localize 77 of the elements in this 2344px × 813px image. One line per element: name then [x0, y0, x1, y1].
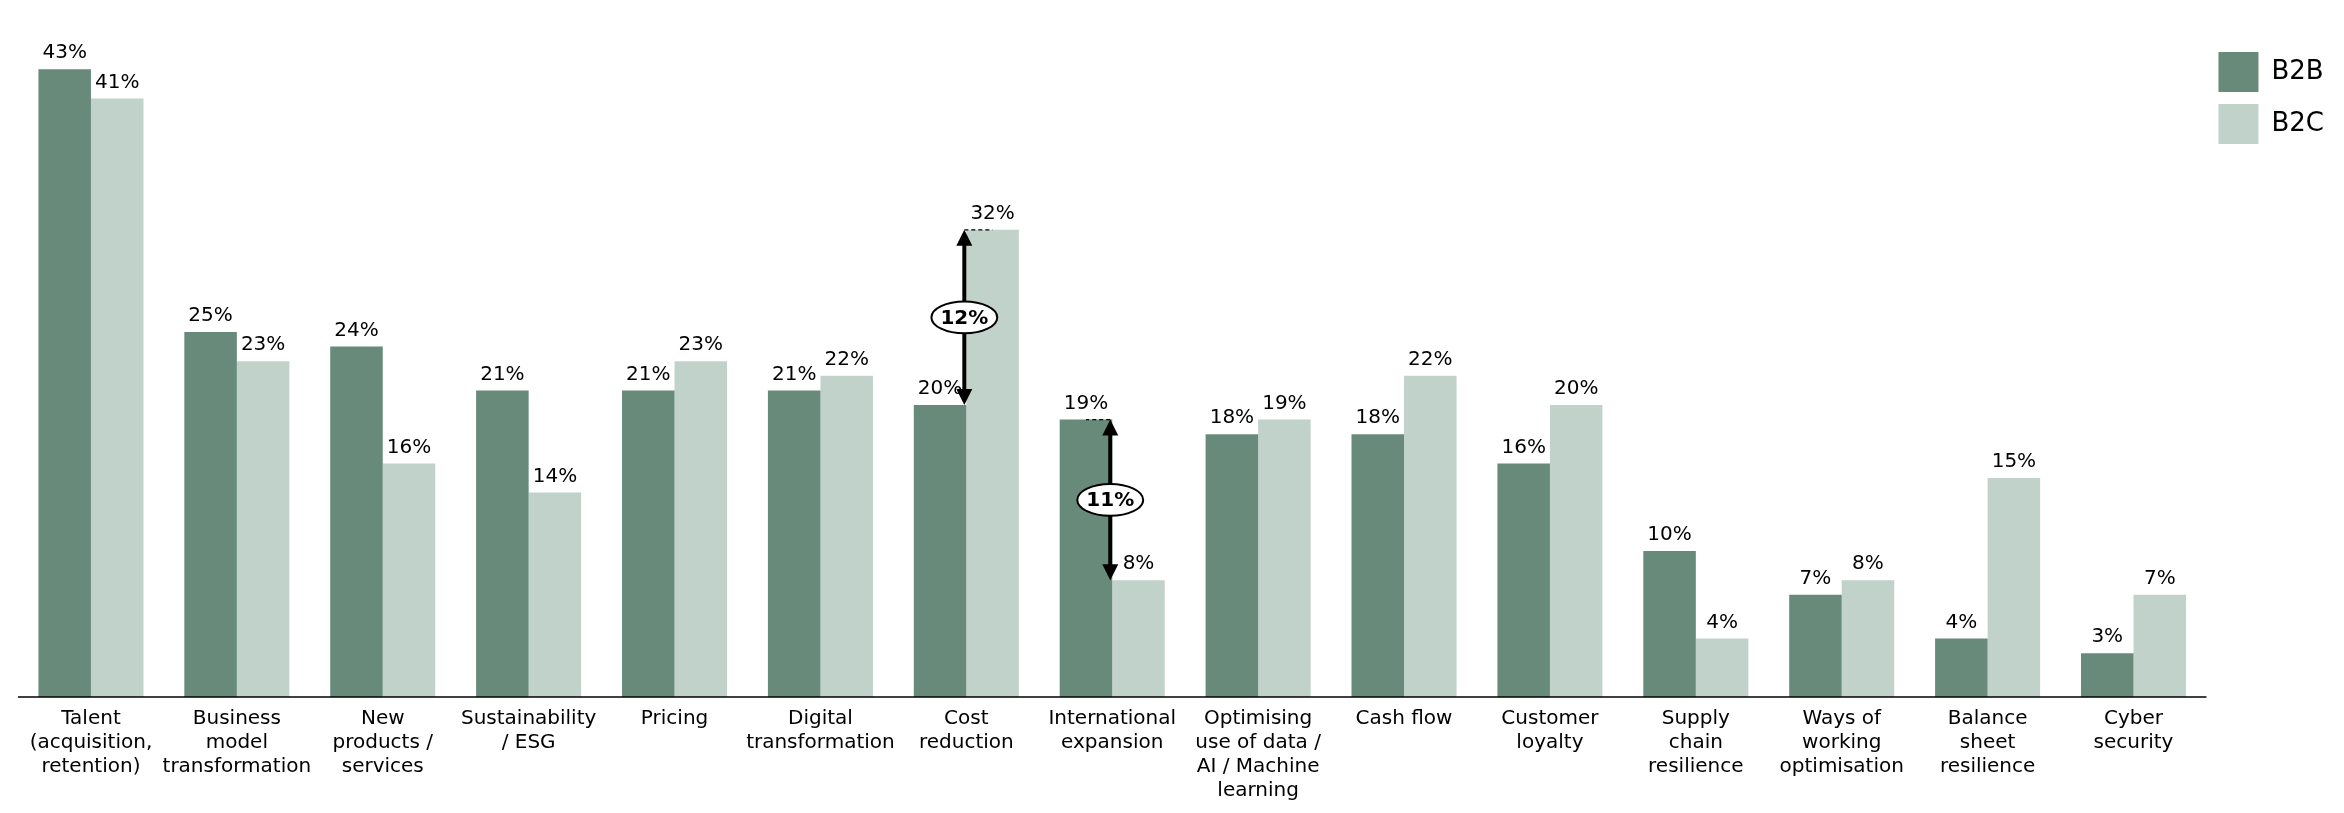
data-label: 18% [1209, 404, 1255, 429]
bar [2081, 653, 2134, 697]
bar [1404, 375, 1457, 697]
data-label: 4% [1706, 608, 1738, 633]
data-label: 8% [1852, 550, 1884, 575]
bar [1841, 580, 1895, 697]
bar [184, 332, 237, 697]
bar [38, 69, 91, 697]
data-label: 10% [1647, 521, 1692, 546]
data-label: 18% [1355, 404, 1400, 429]
bar [1789, 594, 1842, 697]
data-label: 21% [480, 360, 525, 385]
data-label: 32% [970, 200, 1015, 224]
bar [1987, 478, 2041, 697]
annotation: 11% [1086, 487, 1135, 512]
bar [236, 361, 290, 697]
x-tick-label: Ways of working optimisation [1779, 705, 1904, 778]
x-tick-label: Talent (acquisition, retention) [29, 705, 153, 778]
x-tick-label: New products / services [332, 705, 434, 778]
bar [1112, 580, 1165, 697]
data-label: 19% [1063, 389, 1109, 414]
bar [1935, 638, 1988, 697]
data-label: 21% [771, 360, 817, 385]
bar [1351, 434, 1405, 697]
bar [1497, 463, 1550, 697]
bar [330, 346, 383, 697]
data-label: 25% [188, 302, 233, 327]
data-label: 24% [334, 316, 379, 341]
bar [1258, 419, 1311, 697]
data-label: 3% [2091, 623, 2124, 648]
bar [913, 405, 967, 697]
x-tick-label: Cost reduction [918, 705, 1014, 754]
data-label: 41% [94, 68, 140, 93]
bar [674, 361, 728, 697]
data-label: 20% [1553, 375, 1599, 400]
annotation: 12% [940, 304, 989, 329]
bar [382, 463, 436, 697]
data-label: 4% [1945, 608, 1978, 633]
data-label: 15% [1991, 448, 2037, 473]
x-tick-label: Cyber security [2093, 705, 2174, 754]
x-tick-label: Digital transformation [746, 705, 895, 754]
bar [820, 375, 873, 697]
legend-label: B2C [2271, 106, 2325, 137]
data-label: 19% [1262, 389, 1307, 414]
x-tick-label: Business model transformation [162, 705, 312, 778]
x-tick-label: Cash flow [1355, 705, 1453, 730]
data-label: 7% [2143, 565, 2176, 589]
x-tick-label: Sustainability / ESG [460, 705, 597, 754]
bar [767, 390, 821, 697]
x-tick-label: International expansion [1048, 705, 1177, 754]
data-label: 16% [386, 433, 432, 458]
data-label: 16% [1501, 433, 1546, 458]
bar [1643, 551, 1696, 697]
bar [1549, 405, 1603, 697]
data-label: 43% [42, 39, 87, 64]
data-label: 14% [532, 462, 578, 487]
x-tick-label: Customer loyalty [1501, 705, 1600, 754]
data-label: 20% [917, 375, 963, 400]
bar [476, 390, 529, 697]
x-tick-label: Pricing [640, 705, 709, 730]
data-label: 21% [626, 360, 671, 385]
x-tick-label: Balance sheet resilience [1939, 705, 2036, 778]
bar [1695, 638, 1749, 697]
data-label: 8% [1122, 550, 1155, 575]
bar [2133, 594, 2187, 697]
bar [528, 492, 582, 697]
legend-label: B2B [2271, 54, 2324, 85]
data-label: 22% [1408, 346, 1453, 370]
x-tick-label: Supply chain resilience [1648, 705, 1744, 778]
data-label: 23% [240, 331, 286, 356]
bar [622, 390, 675, 697]
bar [90, 98, 144, 697]
data-label: 22% [824, 346, 869, 370]
data-label: 7% [1799, 565, 1832, 589]
bar [1205, 434, 1259, 697]
data-label: 23% [678, 331, 724, 356]
x-tick-label: Optimising use of data / AI / Machine learning [1195, 705, 1322, 802]
